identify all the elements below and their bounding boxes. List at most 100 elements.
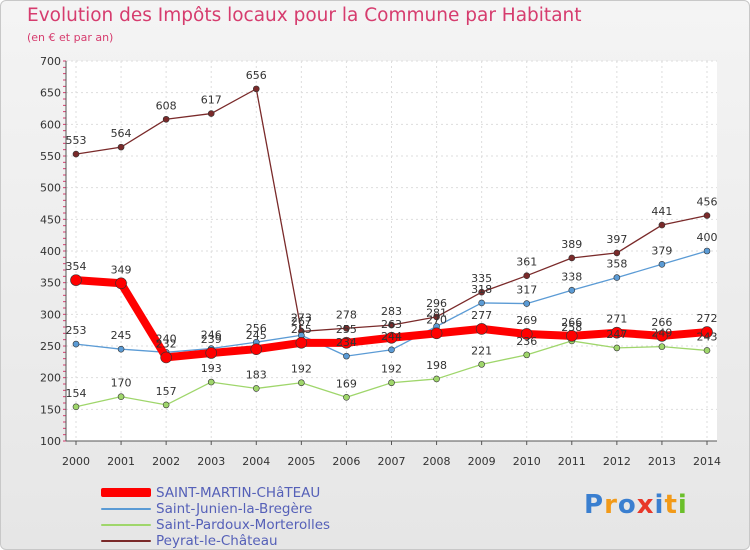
logo-letter: i [677, 490, 688, 520]
data-label: 296 [426, 297, 447, 310]
data-label: 245 [111, 329, 132, 342]
y-tick-label: 600 [40, 118, 61, 131]
logo-letter: r [604, 490, 618, 520]
data-label: 608 [156, 99, 177, 112]
data-label: 277 [471, 309, 492, 322]
data-point [117, 393, 125, 400]
data-point [523, 300, 531, 307]
data-point [388, 346, 395, 354]
data-label: 270 [426, 313, 447, 326]
x-tick-label: 2008 [423, 455, 451, 468]
data-point [523, 272, 531, 280]
x-tick-label: 2002 [152, 455, 180, 468]
x-tick-label: 2000 [62, 455, 90, 468]
data-label: 278 [336, 308, 357, 321]
data-point [162, 401, 170, 409]
data-point [252, 85, 260, 93]
legend-label: Peyrat-le-Château [156, 533, 278, 549]
data-label: 456 [697, 196, 718, 209]
data-point [613, 344, 621, 352]
x-tick-label: 2006 [332, 455, 360, 468]
data-label: 379 [651, 244, 672, 257]
data-label: 273 [291, 311, 312, 324]
data-point [658, 221, 666, 229]
data-label: 271 [606, 313, 627, 326]
data-label: 397 [606, 233, 627, 246]
data-point [656, 330, 668, 342]
data-label: 617 [201, 94, 222, 107]
x-tick-label: 2010 [513, 455, 541, 468]
legend-swatch [101, 508, 151, 510]
legend-item: Peyrat-le-Château [101, 533, 401, 549]
data-point [115, 277, 127, 290]
data-label: 317 [516, 284, 537, 297]
data-point [568, 254, 576, 262]
y-tick-label: 350 [40, 277, 61, 290]
data-label: 283 [381, 305, 402, 318]
data-label: 244 [381, 330, 402, 343]
data-point [703, 212, 711, 219]
data-point [205, 347, 218, 359]
data-point [613, 249, 621, 257]
data-point [298, 379, 305, 387]
data-point [72, 150, 80, 158]
data-label: 272 [697, 312, 718, 325]
data-point [117, 345, 125, 353]
y-tick-label: 300 [40, 308, 61, 321]
data-label: 192 [381, 363, 402, 376]
data-label: 236 [516, 335, 537, 348]
data-point [613, 274, 621, 281]
data-label: 243 [697, 330, 718, 343]
x-tick-label: 2007 [378, 455, 406, 468]
y-tick-label: 700 [40, 55, 61, 68]
data-label: 193 [201, 362, 222, 375]
x-tick-label: 2014 [693, 455, 721, 468]
data-point [340, 337, 353, 349]
logo-letter: o [617, 490, 637, 520]
data-label: 253 [66, 324, 87, 337]
y-tick-label: 100 [40, 435, 61, 448]
data-point [343, 352, 350, 360]
data-label: 198 [426, 359, 447, 372]
data-point [207, 110, 215, 117]
data-label: 318 [471, 283, 492, 296]
data-point [523, 351, 531, 359]
data-label: 269 [516, 314, 537, 327]
data-label: 246 [201, 329, 222, 342]
data-point [611, 326, 623, 339]
data-point [343, 324, 350, 332]
data-point [520, 328, 533, 340]
x-tick-label: 2004 [242, 455, 270, 468]
data-label: 263 [381, 318, 402, 331]
data-label: 245 [246, 329, 267, 342]
x-tick-label: 2003 [197, 455, 225, 468]
data-point [478, 288, 485, 296]
x-tick-label: 2012 [603, 455, 631, 468]
legend-label: SAINT-MARTIN-CHâTEAU [156, 485, 321, 501]
data-label: 169 [336, 377, 357, 390]
data-point [703, 247, 711, 255]
data-label: 170 [111, 377, 132, 390]
logo-letter: P [584, 490, 605, 520]
data-point [117, 143, 125, 151]
data-point [475, 323, 488, 335]
x-tick-label: 2013 [648, 455, 676, 468]
data-point [72, 403, 80, 411]
data-point [388, 379, 395, 387]
data-label: 183 [246, 368, 267, 381]
y-tick-label: 500 [40, 182, 61, 195]
legend-item: SAINT-MARTIN-CHâTEAU [101, 485, 401, 501]
data-label: 154 [66, 387, 87, 400]
data-label: 192 [291, 363, 312, 376]
x-tick-label: 2011 [558, 455, 586, 468]
data-label: 234 [336, 336, 357, 349]
y-tick-label: 250 [40, 340, 61, 353]
x-tick-label: 2001 [107, 455, 135, 468]
data-point [388, 321, 395, 329]
data-point [658, 343, 666, 350]
data-label: 157 [156, 385, 177, 398]
data-label: 221 [471, 344, 492, 357]
legend-swatch [101, 488, 151, 497]
